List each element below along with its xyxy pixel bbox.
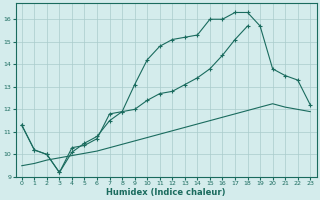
X-axis label: Humidex (Indice chaleur): Humidex (Indice chaleur)	[106, 188, 226, 197]
